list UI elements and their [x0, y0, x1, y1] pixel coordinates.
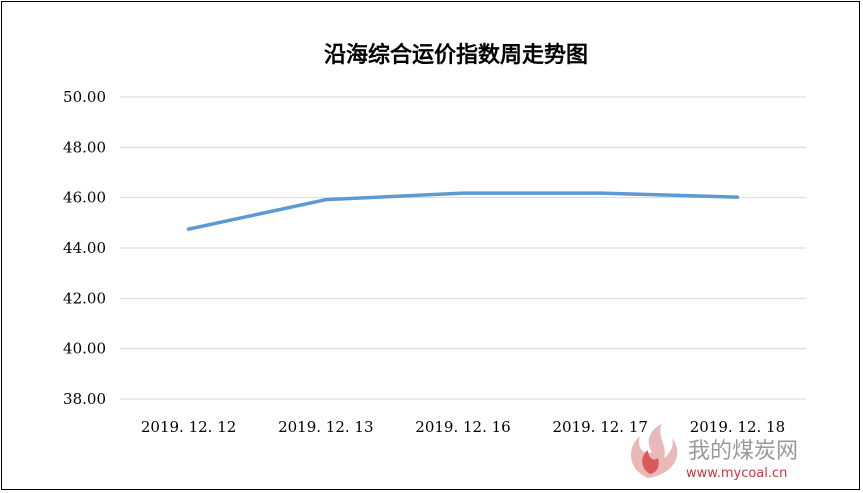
- data-point: [736, 196, 738, 198]
- watermark: 我的煤炭网 www.mycoal.cn: [630, 424, 798, 481]
- x-tick-label: 2019. 12. 16: [415, 418, 510, 436]
- flame-logo-icon: [630, 424, 678, 478]
- data-point: [599, 192, 601, 194]
- x-tick-label: 2019. 12. 17: [552, 418, 647, 436]
- chart-title: 沿海综合运价指数周走势图: [324, 42, 588, 68]
- x-tick-label: 2019. 12. 13: [278, 418, 373, 436]
- data-point: [325, 199, 327, 201]
- y-tick-label: 38.00: [63, 390, 106, 408]
- y-tick-label: 50.00: [63, 88, 106, 106]
- x-tick-label: 2019. 12. 12: [141, 418, 236, 436]
- series-line: [186, 191, 740, 231]
- y-tick-label: 44.00: [63, 239, 106, 257]
- x-axis-ticks: 2019. 12. 12 2019. 12. 13 2019. 12. 16 2019…: [141, 418, 785, 436]
- watermark-url: www.mycoal.cn: [686, 466, 787, 481]
- y-tick-label: 40.00: [63, 340, 106, 358]
- y-tick-label: 48.00: [63, 138, 106, 156]
- series-layer: [186, 191, 740, 231]
- y-tick-label: 42.00: [63, 289, 106, 307]
- gridlines: [120, 96, 806, 400]
- y-axis-ticks: 38.00 40.00 42.00 44.00 46.00 48.00 50.00: [63, 88, 106, 408]
- x-tick-label: 2019. 12. 18: [690, 418, 785, 436]
- watermark-text: 我的煤炭网: [688, 439, 798, 464]
- data-point: [462, 192, 464, 194]
- data-point: [188, 228, 190, 230]
- y-tick-label: 46.00: [63, 189, 106, 207]
